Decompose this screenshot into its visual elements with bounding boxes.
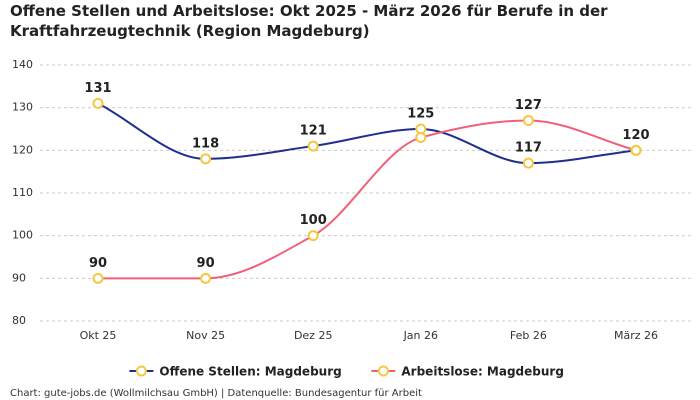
y-tick-label: 80 — [12, 314, 26, 327]
data-label: 117 — [515, 141, 542, 156]
y-tick-label: 120 — [12, 143, 33, 156]
data-label: 121 — [300, 124, 327, 139]
y-tick-label: 90 — [12, 271, 26, 284]
y-tick-label: 140 — [12, 58, 33, 71]
x-tick-label: März 26 — [614, 329, 658, 342]
legend-marker — [135, 365, 147, 377]
point — [522, 114, 534, 126]
data-label: 131 — [84, 81, 111, 96]
data-label: 120 — [622, 128, 649, 143]
point — [92, 97, 104, 109]
point — [415, 132, 427, 144]
legend-label: Arbeitslose: Magdeburg — [401, 365, 564, 379]
legend-label: Offene Stellen: Magdeburg — [159, 365, 341, 379]
y-tick-label: 110 — [12, 186, 33, 199]
data-label: 90 — [197, 256, 215, 271]
y-tick-label: 100 — [12, 229, 33, 242]
point — [200, 153, 212, 165]
point — [630, 144, 642, 156]
data-label: 127 — [515, 98, 542, 113]
series-line — [98, 119, 637, 280]
data-label: 118 — [192, 136, 219, 151]
source: Chart: gute-jobs.de (Wollmilchsau GmbH) … — [10, 388, 422, 399]
point — [522, 157, 534, 169]
x-tick-label: Dez 25 — [294, 329, 333, 342]
y-tick-label: 130 — [12, 101, 33, 114]
x-tick-label: Okt 25 — [80, 329, 117, 342]
series-line — [97, 102, 637, 165]
data-label: 100 — [300, 213, 327, 228]
x-tick-label: Jan 26 — [403, 329, 438, 342]
x-tick-label: Nov 25 — [186, 329, 225, 342]
point — [307, 140, 319, 152]
data-label: 125 — [407, 107, 434, 122]
point — [92, 272, 104, 284]
point — [200, 272, 212, 284]
data-label: 90 — [89, 256, 107, 271]
chart-title: Offene Stellen und Arbeitslose: Okt 2025… — [10, 2, 608, 40]
point — [307, 230, 319, 242]
legend-marker — [377, 365, 389, 377]
x-tick-label: Feb 26 — [510, 329, 547, 342]
